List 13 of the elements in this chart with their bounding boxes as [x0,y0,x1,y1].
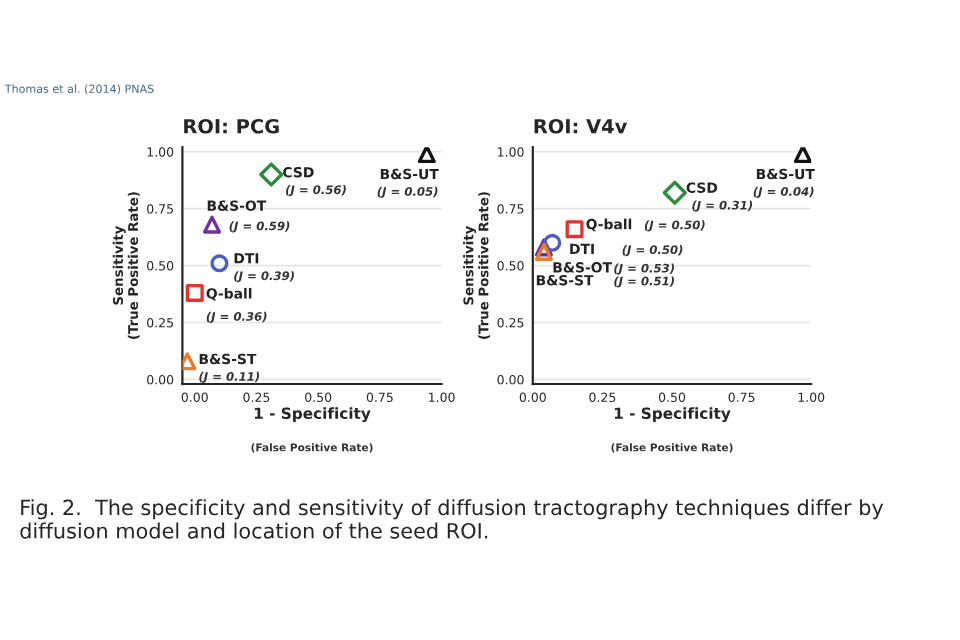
point [417,147,436,164]
point [203,215,222,234]
point [185,283,204,302]
chart-title: ROI: PCG [184,118,279,134]
chart-title: ROI: V4v [534,118,628,134]
point [182,352,197,371]
point [543,233,562,252]
caption: Fig. 2. The specificity and sensitivity of diffusion tractography techniques differ by diffusion model and location of the seed ROI. [20,499,884,539]
point [210,254,229,273]
point [565,220,584,239]
point [259,162,284,187]
point [662,180,687,205]
point [793,147,812,164]
